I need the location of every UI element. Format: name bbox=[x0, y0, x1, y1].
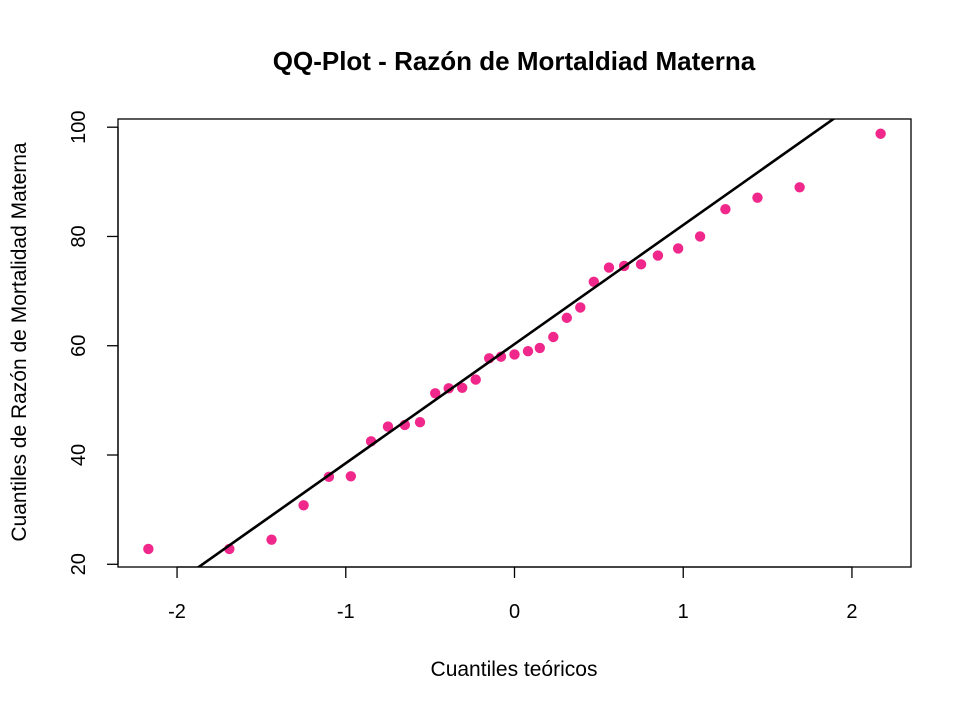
data-point bbox=[794, 182, 805, 193]
y-tick-label: 100 bbox=[68, 111, 90, 144]
data-point bbox=[456, 382, 468, 393]
y-tick-label: 60 bbox=[68, 335, 90, 357]
x-tick-label: 2 bbox=[846, 601, 857, 623]
data-point bbox=[720, 203, 731, 215]
data-point bbox=[548, 331, 559, 343]
data-points bbox=[143, 128, 886, 555]
data-point bbox=[298, 500, 309, 511]
data-point bbox=[470, 374, 481, 385]
data-point bbox=[430, 388, 441, 399]
data-point bbox=[522, 345, 534, 357]
data-point bbox=[561, 312, 573, 324]
data-point bbox=[588, 276, 599, 288]
y-tick-label: 20 bbox=[68, 553, 90, 575]
data-point bbox=[382, 421, 394, 432]
x-axis-label: Cuantiles teóricos bbox=[431, 658, 598, 681]
y-axis-label: Cuantiles de Razón de Mortalidad Materna bbox=[8, 142, 31, 542]
data-point bbox=[672, 243, 684, 254]
x-tick-label: 1 bbox=[678, 601, 689, 623]
data-point bbox=[652, 250, 664, 261]
data-point bbox=[345, 471, 357, 482]
data-point bbox=[603, 262, 615, 273]
data-point bbox=[635, 259, 647, 270]
x-axis: -2 -1 0 1 2 bbox=[168, 566, 858, 623]
data-point bbox=[414, 417, 426, 428]
y-tick-label: 40 bbox=[68, 444, 90, 466]
data-point bbox=[575, 302, 586, 313]
reference-line bbox=[196, 119, 836, 567]
data-point bbox=[143, 543, 154, 555]
data-point bbox=[875, 128, 886, 139]
x-tick-label: 0 bbox=[509, 601, 520, 623]
x-tick-label: -2 bbox=[168, 601, 186, 623]
data-point bbox=[266, 534, 277, 545]
y-tick-label: 80 bbox=[68, 225, 90, 247]
y-axis: 20 40 60 80 100 bbox=[68, 111, 119, 575]
chart-title: QQ-Plot - Razón de Mortaldiad Materna bbox=[273, 46, 756, 76]
data-point bbox=[752, 192, 763, 203]
reference-line-group bbox=[196, 119, 836, 567]
x-tick-label: -1 bbox=[337, 601, 355, 623]
data-point bbox=[534, 342, 546, 354]
data-point bbox=[509, 349, 520, 360]
data-point bbox=[694, 231, 706, 242]
